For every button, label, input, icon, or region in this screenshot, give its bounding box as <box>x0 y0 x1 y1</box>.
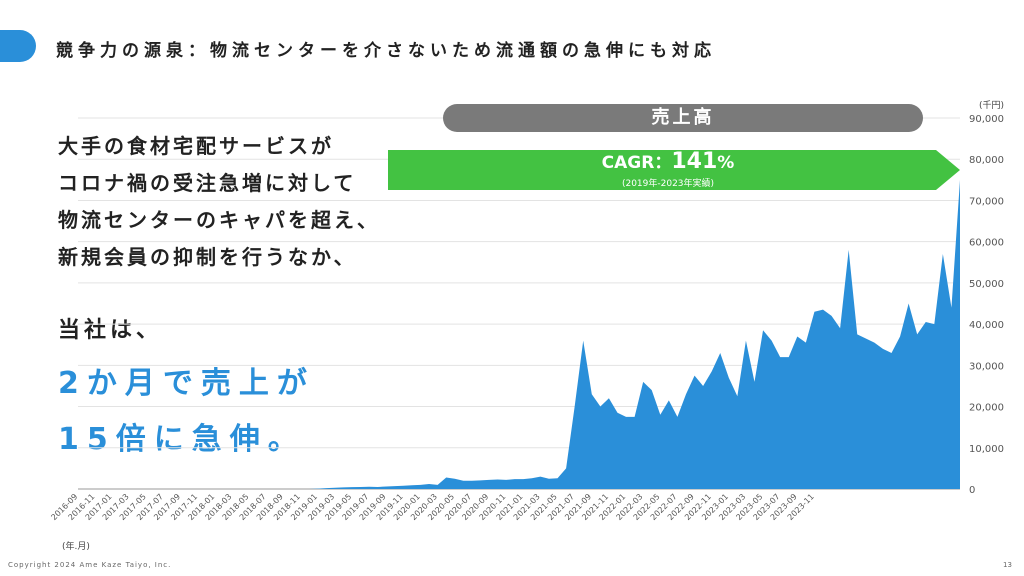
sales-label-pill: 売上高 <box>443 104 923 132</box>
lead-line-2: コロナ禍の受注急増に対して <box>58 171 357 195</box>
cagr-prefix: CAGR： <box>601 153 672 173</box>
cagr-note: (2019年-2023年実績) <box>621 179 715 189</box>
accent-tab <box>0 30 36 62</box>
y-tick-label: 70,000 <box>969 196 1004 207</box>
y-tick-label: 0 <box>969 485 975 496</box>
y-tick-label: 20,000 <box>969 403 1004 414</box>
y-axis-unit: (千円) <box>979 101 1005 111</box>
y-tick-label: 40,000 <box>969 320 1004 331</box>
cagr-value: 141 <box>671 149 718 174</box>
lead-line-4: 新規会員の抑制を行うなか、 <box>58 245 357 269</box>
cagr-suffix: % <box>717 153 735 173</box>
page-title: 競争力の源泉：物流センターを介さないため流通額の急伸にも対応 <box>56 41 716 61</box>
mid-text: 当社は、 <box>58 318 163 343</box>
x-axis-unit: (年.月) <box>62 542 90 552</box>
y-tick-labels: 0 10,000 20,000 30,000 40,000 50,000 60,000 70,… <box>969 114 1004 496</box>
y-tick-label: 80,000 <box>969 155 1004 166</box>
lead-line-1: 大手の食材宅配サービスが <box>58 134 334 158</box>
highlight-line-2: 15倍に急伸。 <box>58 422 306 457</box>
page-number: 13 <box>1003 561 1012 569</box>
lead-text: 大手の食材宅配サービスが コロナ禍の受注急増に対して 物流センターのキャパを超え… <box>58 128 380 276</box>
sales-area <box>78 179 960 489</box>
cagr-label: CAGR：141% <box>388 150 948 175</box>
highlight-line-1: 2か月で売上が <box>58 366 315 401</box>
cagr-arrow <box>388 150 960 190</box>
lead-line-3: 物流センターのキャパを超え、 <box>58 208 380 232</box>
y-tick-label: 90,000 <box>969 114 1004 125</box>
y-tick-label: 60,000 <box>969 238 1004 249</box>
y-tick-label: 50,000 <box>969 279 1004 290</box>
y-tick-label: 30,000 <box>969 361 1004 372</box>
copyright: Copyright 2024 Ame Kaze Taiyo, Inc. <box>8 561 172 569</box>
y-tick-label: 10,000 <box>969 444 1004 455</box>
x-tick-labels: 2016-092016-112017-012017-032017-052017-… <box>49 492 815 522</box>
